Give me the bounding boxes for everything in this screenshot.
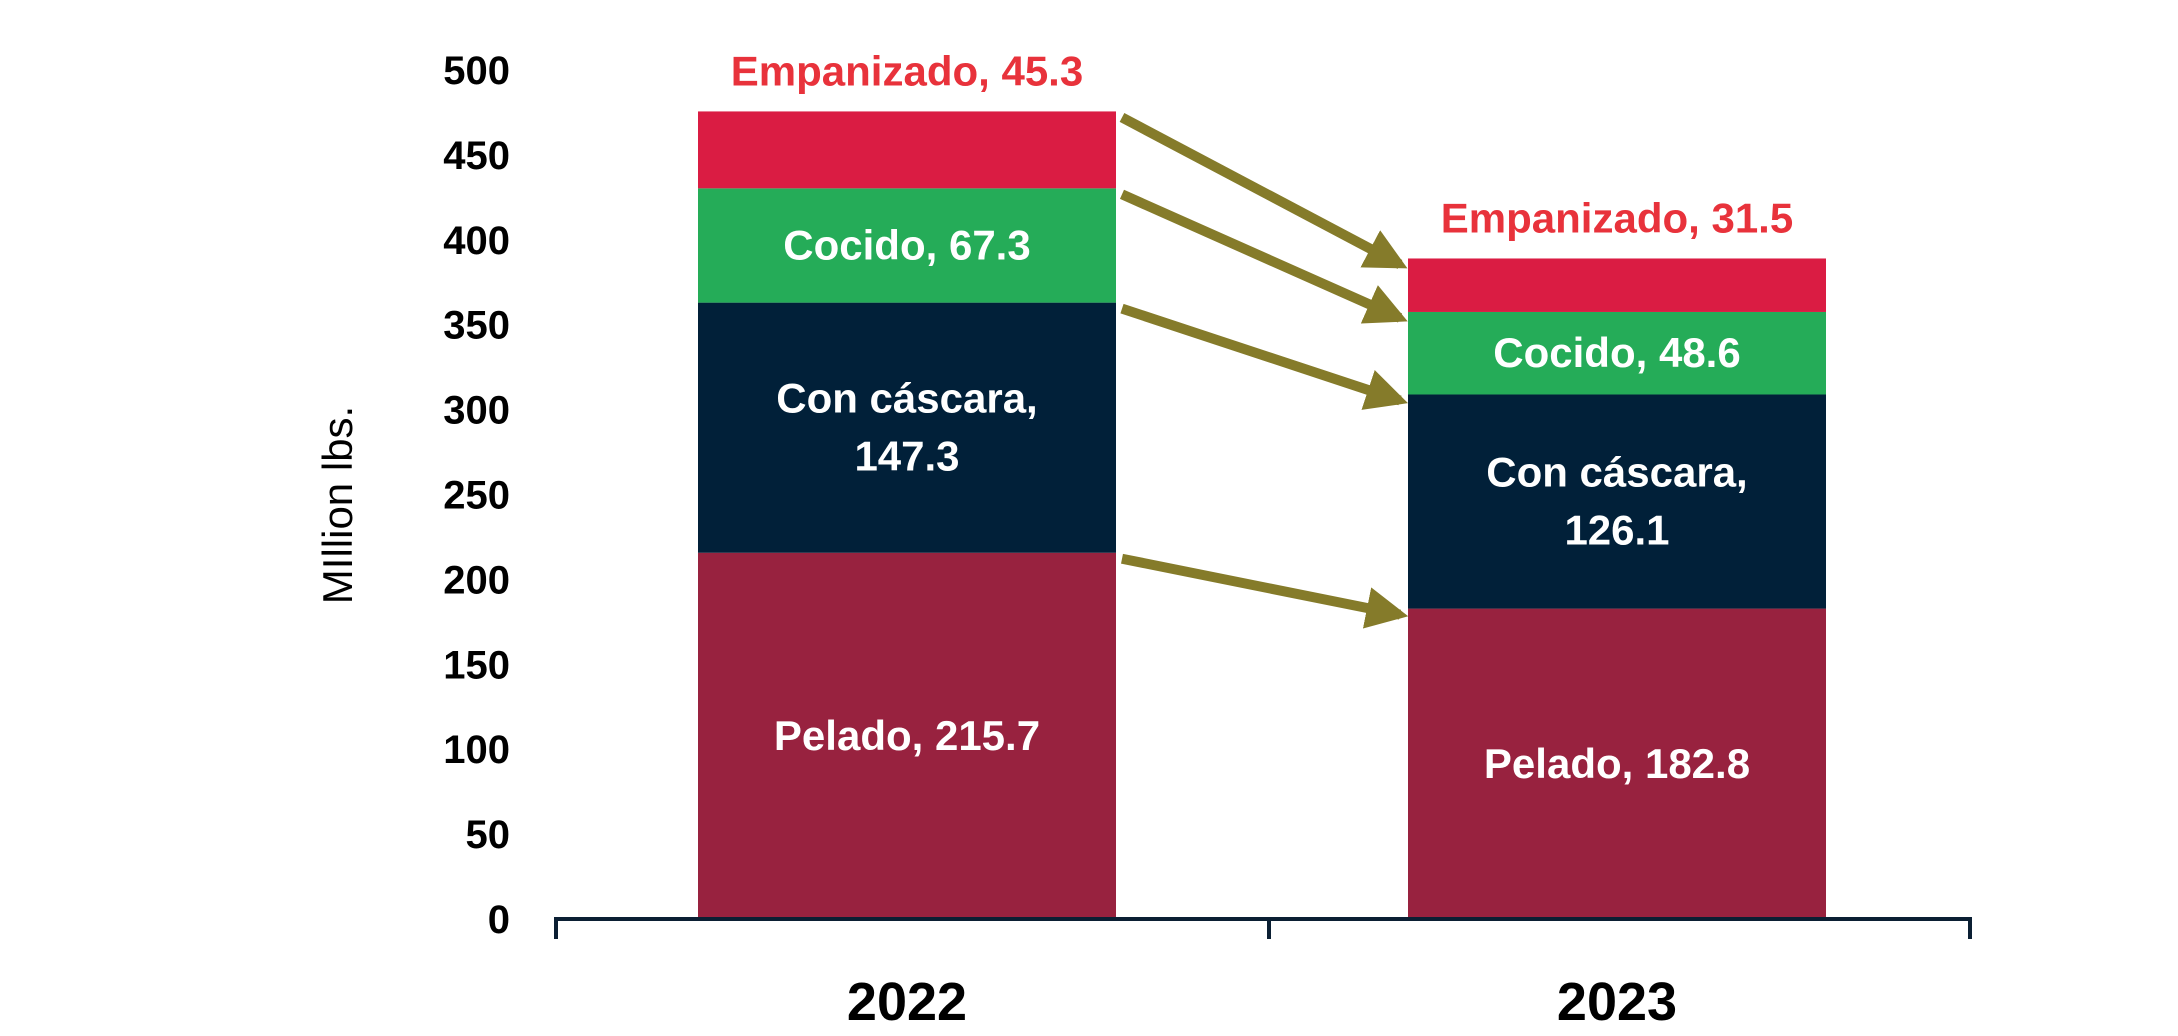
- bar-segment-cocido-2023: [1408, 311, 1826, 395]
- data-label-empanizado-2023: Empanizado, 31.5: [1441, 194, 1793, 241]
- y-tick-label: 150: [443, 643, 510, 687]
- y-tick-label: 250: [443, 474, 510, 518]
- data-label-con-cascara-2023-line-2: 126.1: [1564, 507, 1669, 554]
- bar-segment-empanizado-2023: [1408, 258, 1826, 312]
- labels-layer: 0 50 100 150 200 250 300 350 400 450 500 Pelado, 21…: [443, 47, 1793, 1032]
- bar-segment-empanizado-2022: [698, 111, 1116, 189]
- bar-segment-pelado-2023: [1408, 608, 1826, 919]
- y-tick-label: 0: [488, 898, 510, 942]
- arrow-pelado: [1121, 553, 1409, 629]
- y-axis-title: MIllion lbs.: [314, 406, 361, 604]
- arrow-empanizado: [1119, 113, 1408, 269]
- axis-layer: [554, 917, 1972, 939]
- y-tick-label: 200: [443, 558, 510, 602]
- y-tick-label: 400: [443, 219, 510, 263]
- data-label-empanizado-2022: Empanizado, 45.3: [731, 47, 1083, 94]
- data-label-con-cascara-2023-line-1: Con cáscara,: [1486, 449, 1747, 496]
- arrow-cocido: [1119, 189, 1408, 324]
- x-category-label-2023: 2023: [1557, 972, 1677, 1032]
- y-tick-label: 300: [443, 389, 510, 433]
- x-category-label-2022: 2022: [847, 972, 967, 1032]
- data-label-cocido-2023: Cocido, 48.6: [1493, 329, 1740, 376]
- y-tick-label: 500: [443, 49, 510, 93]
- data-label-con-cascara-2022-line-1: Con cáscara,: [776, 375, 1037, 422]
- data-label-con-cascara-2022-line-2: 147.3: [854, 433, 959, 480]
- arrows-layer: [1119, 113, 1409, 629]
- y-tick-label: 350: [443, 304, 510, 348]
- data-label-pelado-2023: Pelado, 182.8: [1484, 740, 1750, 787]
- arrow-con-cascara: [1120, 303, 1408, 410]
- bar-segment-con-cascara-2022: [698, 302, 1116, 553]
- bar-segment-con-cascara-2023: [1408, 394, 1826, 609]
- bar-segment-cocido-2022: [698, 188, 1116, 303]
- data-label-cocido-2022: Cocido, 67.3: [783, 221, 1030, 268]
- bars-layer: [698, 111, 1826, 919]
- y-tick-label: 100: [443, 728, 510, 772]
- bar-segment-pelado-2022: [698, 552, 1116, 919]
- data-label-pelado-2022: Pelado, 215.7: [774, 712, 1040, 759]
- y-tick-label: 450: [443, 134, 510, 178]
- y-tick-label: 50: [466, 813, 511, 857]
